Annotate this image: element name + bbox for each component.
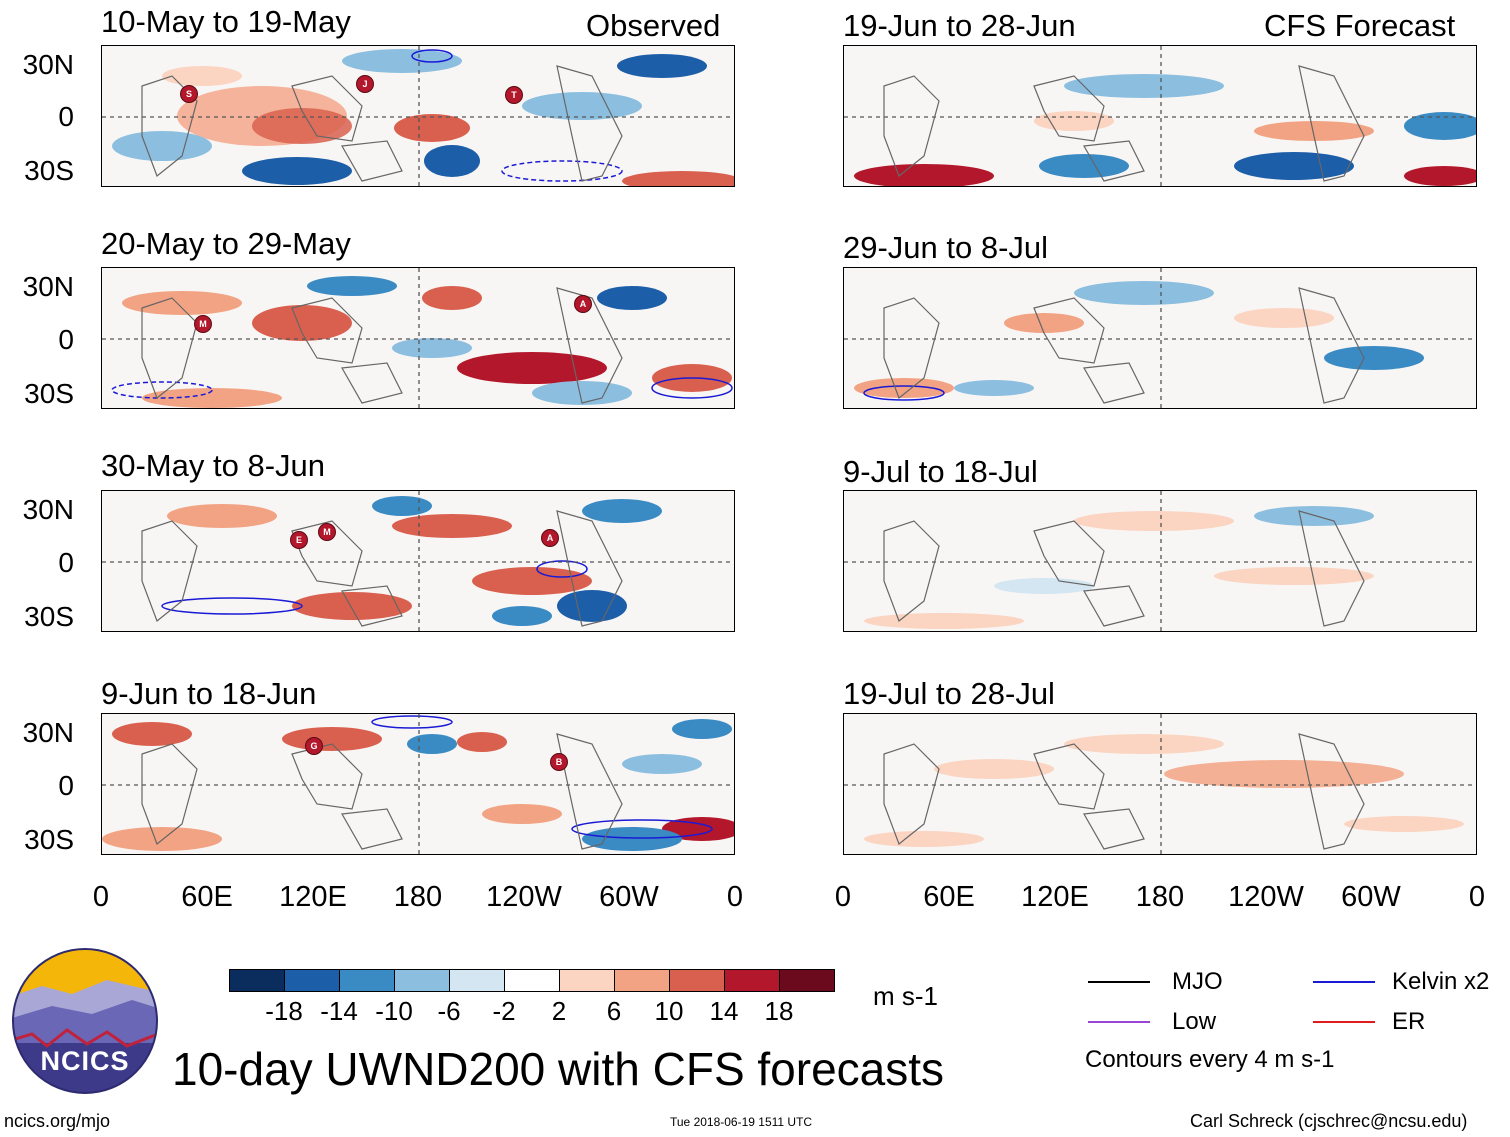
panel-title-obs-4: 9-Jun to 18-Jun — [101, 676, 317, 711]
contour-note: Contours every 4 m s-1 — [1085, 1046, 1335, 1073]
figure-title: 10-day UWND200 with CFS forecasts — [172, 1043, 945, 1095]
map-forecast-4 — [843, 713, 1477, 855]
credit: Carl Schreck (cjschrec@ncsu.edu) — [1190, 1111, 1468, 1131]
ncics-logo: NCICS — [12, 948, 158, 1094]
x-tick-fc-120e: 120E — [1021, 881, 1089, 913]
y-tick-30s-4: 30S — [24, 824, 74, 855]
x-tick-fc-0: 0 — [834, 881, 852, 913]
colorbar-swatch-8 — [669, 969, 725, 992]
source-url[interactable]: ncics.org/mjo — [4, 1111, 111, 1131]
x-tick-obs-180: 180 — [393, 881, 443, 913]
storm-marker-1-t: T — [505, 86, 523, 104]
panel-title-obs-1: 10-May to 19-May — [101, 4, 351, 39]
logo-text: NCICS — [40, 1046, 130, 1076]
x-tick-obs-60e: 60E — [181, 881, 233, 913]
colorbar-label-3: -6 — [437, 996, 461, 1026]
legend-line-kelvin — [1313, 981, 1375, 983]
colorbar-swatch-6 — [559, 969, 615, 992]
x-tick-fc-120w: 120W — [1228, 881, 1304, 913]
observed-label: Observed — [586, 8, 721, 43]
panel-title-fc-2: 29-Jun to 8-Jul — [843, 230, 1049, 265]
colorbar-label-1: -14 — [320, 996, 358, 1026]
legend-label-kelvin: Kelvin x2 — [1392, 968, 1490, 995]
y-tick-30n-1: 30N — [22, 49, 74, 80]
legend-line-low — [1088, 1021, 1150, 1023]
panel-title-fc-1: 19-Jun to 28-Jun — [843, 8, 1076, 43]
colorbar-label-7: 10 — [654, 996, 684, 1026]
x-tick-fc-60w: 60W — [1341, 881, 1401, 913]
colorbar-swatch-4 — [449, 969, 505, 992]
y-tick-30n-3: 30N — [22, 494, 74, 525]
colorbar-label-2: -10 — [375, 996, 413, 1026]
y-tick-30n-2: 30N — [22, 271, 74, 302]
y-tick-30s-3: 30S — [24, 601, 74, 632]
panel-title-fc-3: 9-Jul to 18-Jul — [843, 454, 1038, 489]
legend-label-mjo: MJO — [1172, 968, 1223, 995]
colorbar-swatch-5 — [504, 969, 560, 992]
y-tick-30s-1: 30S — [24, 155, 74, 186]
x-tick-fc-60e: 60E — [923, 881, 975, 913]
colorbar-swatch-2 — [339, 969, 395, 992]
map-forecast-1 — [843, 45, 1477, 187]
colorbar-label-4: -2 — [492, 996, 516, 1026]
y-tick-eq-1: 0 — [58, 101, 74, 132]
x-tick-obs-120w: 120W — [486, 881, 562, 913]
colorbar-label-0: -18 — [265, 996, 303, 1026]
y-tick-30s-2: 30S — [24, 378, 74, 409]
legend-line-mjo — [1088, 981, 1150, 983]
map-observed-4 — [101, 713, 735, 855]
legend-label-er: ER — [1392, 1008, 1426, 1035]
x-tick-obs-0: 0 — [92, 881, 110, 913]
map-forecast-3 — [843, 490, 1477, 632]
colorbar-unit: m s-1 — [873, 981, 938, 1011]
panel-title-obs-2: 20-May to 29-May — [101, 226, 351, 261]
storm-marker-3-e: E — [290, 531, 308, 549]
storm-marker-4-g: G — [305, 737, 323, 755]
colorbar-swatch-3 — [394, 969, 450, 992]
panel-title-obs-3: 30-May to 8-Jun — [101, 448, 325, 483]
x-tick-obs-60w: 60W — [599, 881, 659, 913]
legend-line-er — [1313, 1021, 1375, 1023]
timestamp: Tue 2018-06-19 1511 UTC — [670, 1115, 813, 1129]
storm-marker-1-s: S — [180, 85, 198, 103]
y-tick-eq-4: 0 — [58, 770, 74, 801]
x-tick-obs-0-end: 0 — [726, 881, 744, 913]
y-tick-eq-3: 0 — [58, 547, 74, 578]
colorbar-swatch-7 — [614, 969, 670, 992]
forecast-label: CFS Forecast — [1264, 8, 1456, 43]
map-observed-1 — [101, 45, 735, 187]
colorbar-label-8: 14 — [709, 996, 739, 1026]
colorbar-label-6: 6 — [606, 996, 622, 1026]
storm-marker-2-a: A — [574, 295, 592, 313]
map-observed-3 — [101, 490, 735, 632]
x-tick-fc-180: 180 — [1135, 881, 1185, 913]
map-observed-2 — [101, 267, 735, 409]
colorbar-swatch-10 — [779, 969, 835, 992]
x-tick-fc-0-end: 0 — [1468, 881, 1486, 913]
x-tick-obs-120e: 120E — [279, 881, 347, 913]
storm-marker-2-m: M — [194, 315, 212, 333]
panel-title-fc-4: 19-Jul to 28-Jul — [843, 676, 1055, 711]
legend-label-low: Low — [1172, 1008, 1217, 1035]
y-tick-30n-4: 30N — [22, 717, 74, 748]
storm-marker-1-j: J — [356, 75, 374, 93]
map-forecast-2 — [843, 267, 1477, 409]
storm-marker-4-b: B — [550, 753, 568, 771]
storm-marker-3-a: A — [541, 529, 559, 547]
storm-marker-3-m: M — [318, 523, 336, 541]
colorbar-swatch-9 — [724, 969, 780, 992]
colorbar-label-5: 2 — [551, 996, 567, 1026]
y-tick-eq-2: 0 — [58, 324, 74, 355]
colorbar-swatch-1 — [284, 969, 340, 992]
colorbar-label-9: 18 — [764, 996, 794, 1026]
colorbar-swatch-0 — [229, 969, 285, 992]
